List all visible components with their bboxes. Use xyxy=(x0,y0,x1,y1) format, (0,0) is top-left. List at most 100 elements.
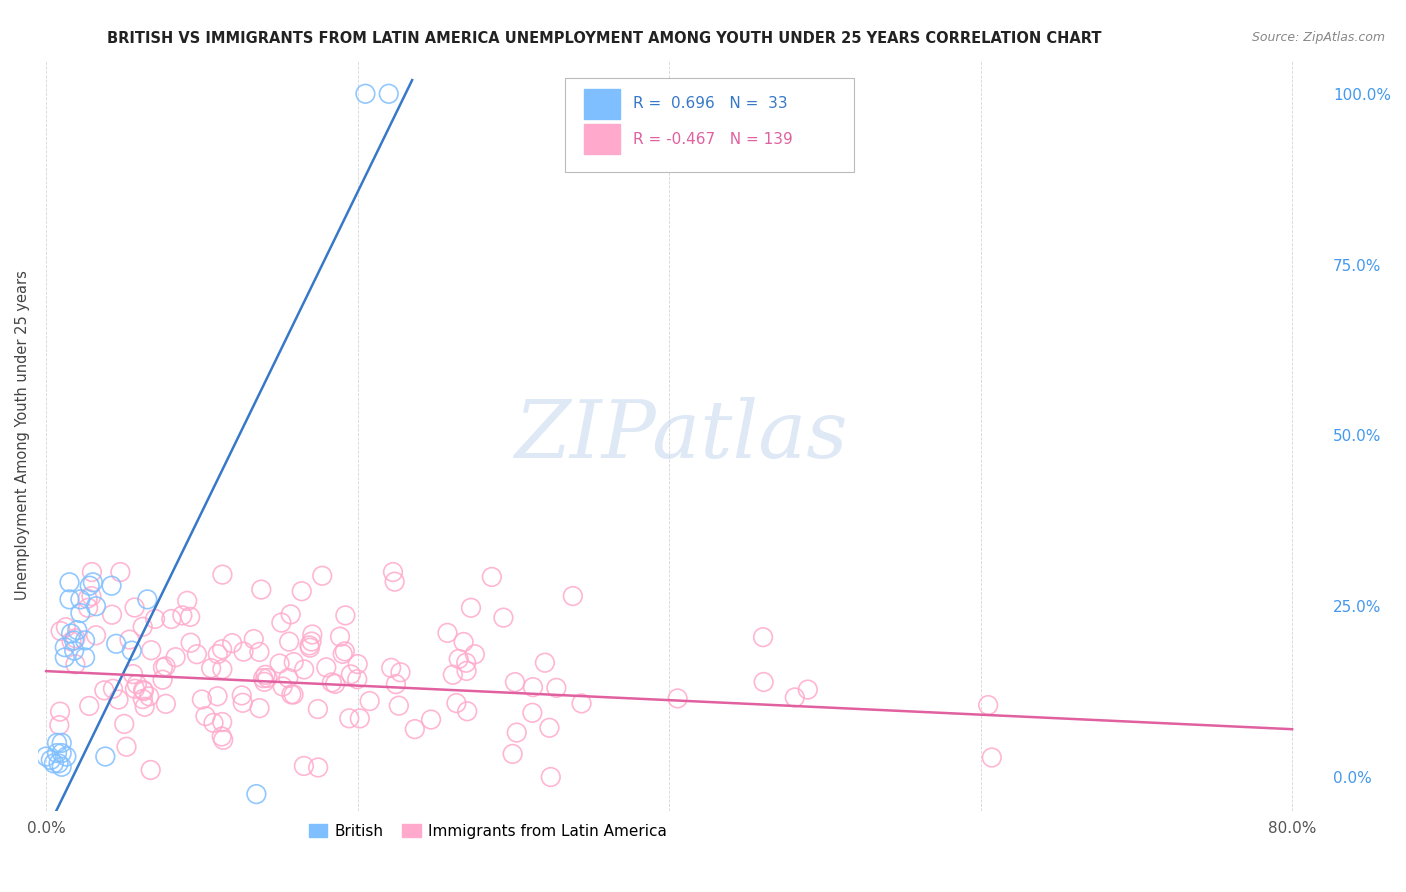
Point xyxy=(456,656,478,670)
Point xyxy=(73,633,96,648)
Point xyxy=(93,683,115,698)
Point xyxy=(124,681,146,696)
Point xyxy=(105,637,128,651)
Point xyxy=(46,746,69,760)
Point xyxy=(277,671,299,685)
Point xyxy=(380,661,402,675)
Point xyxy=(143,612,166,626)
FancyBboxPatch shape xyxy=(565,78,855,171)
Point xyxy=(48,756,70,771)
Bar xyxy=(585,89,620,119)
Point xyxy=(270,615,292,630)
Point xyxy=(571,697,593,711)
Point xyxy=(60,634,83,648)
Point xyxy=(359,694,381,708)
Point xyxy=(121,643,143,657)
Point xyxy=(292,662,315,676)
Point xyxy=(124,600,146,615)
Point xyxy=(202,715,225,730)
Point xyxy=(152,660,174,674)
Point xyxy=(492,610,515,624)
Point xyxy=(51,736,73,750)
Point xyxy=(323,677,346,691)
Point xyxy=(211,567,233,582)
Point xyxy=(980,750,1002,764)
Point xyxy=(82,575,104,590)
Point xyxy=(388,698,411,713)
Point xyxy=(522,680,544,694)
Point xyxy=(194,709,217,723)
Point xyxy=(49,624,72,638)
Point xyxy=(79,579,101,593)
Point xyxy=(538,721,561,735)
Point xyxy=(456,704,478,718)
Point xyxy=(249,701,271,715)
Point xyxy=(349,711,371,725)
Point xyxy=(134,699,156,714)
Point xyxy=(35,749,58,764)
Point xyxy=(280,687,302,701)
Point xyxy=(77,600,100,615)
Point xyxy=(346,672,368,686)
Point xyxy=(84,628,107,642)
Point xyxy=(80,565,103,579)
Point xyxy=(389,665,412,680)
Point xyxy=(211,662,233,676)
Point xyxy=(456,664,478,678)
Point xyxy=(60,626,83,640)
Text: R =  0.696   N =  33: R = 0.696 N = 33 xyxy=(633,96,787,112)
Point xyxy=(179,610,201,624)
Point xyxy=(271,680,294,694)
Point xyxy=(384,574,406,589)
Point xyxy=(298,639,321,653)
Point xyxy=(441,667,464,681)
Point xyxy=(53,650,76,665)
Point xyxy=(77,698,100,713)
Point xyxy=(315,660,337,674)
Point xyxy=(453,635,475,649)
Point xyxy=(301,627,323,641)
Point xyxy=(436,625,458,640)
Point xyxy=(51,746,73,760)
Point xyxy=(332,647,354,661)
Point xyxy=(252,671,274,685)
Point xyxy=(298,640,321,655)
Point xyxy=(139,763,162,777)
Point xyxy=(207,647,229,661)
Point xyxy=(112,717,135,731)
Point xyxy=(100,579,122,593)
Point xyxy=(180,636,202,650)
Point xyxy=(340,667,363,681)
Point xyxy=(42,756,65,771)
Point xyxy=(231,689,253,703)
Point xyxy=(141,643,163,657)
Point xyxy=(783,690,806,705)
Point xyxy=(546,681,568,695)
Point xyxy=(172,608,194,623)
Point xyxy=(420,713,443,727)
Point xyxy=(63,643,86,657)
Point xyxy=(207,690,229,704)
Point xyxy=(250,582,273,597)
Point xyxy=(378,87,401,101)
Point xyxy=(110,565,132,579)
Point xyxy=(186,647,208,661)
Text: Source: ZipAtlas.com: Source: ZipAtlas.com xyxy=(1251,31,1385,45)
Point xyxy=(311,568,333,582)
Point xyxy=(346,657,368,671)
Point xyxy=(337,711,360,725)
Point xyxy=(160,612,183,626)
Point xyxy=(84,599,107,614)
Point xyxy=(101,681,124,696)
Text: R = -0.467   N = 139: R = -0.467 N = 139 xyxy=(633,132,793,147)
Point xyxy=(73,650,96,665)
Point xyxy=(51,760,73,774)
Point xyxy=(200,661,222,675)
Point xyxy=(269,657,291,671)
Point xyxy=(76,591,98,606)
Point xyxy=(278,634,301,648)
Point xyxy=(522,706,544,720)
Point xyxy=(212,732,235,747)
Point xyxy=(404,722,426,736)
Point xyxy=(211,714,233,729)
